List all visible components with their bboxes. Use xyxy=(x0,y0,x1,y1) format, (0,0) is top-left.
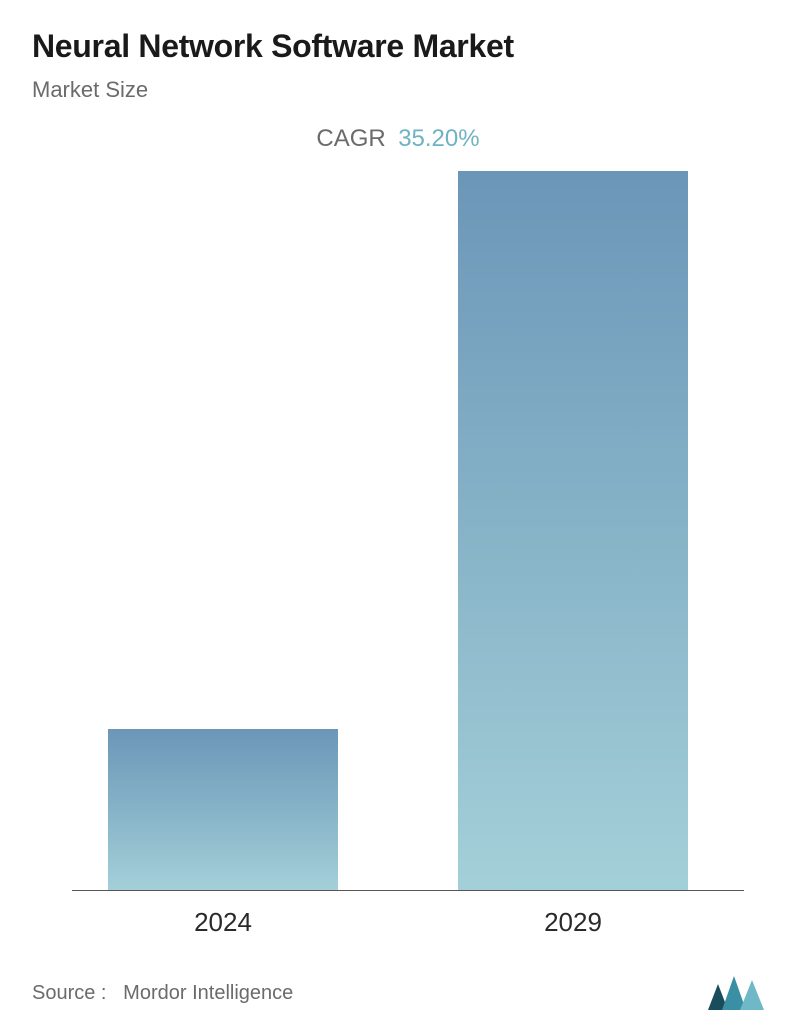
chart-title: Neural Network Software Market xyxy=(32,28,764,65)
cagr-row: CAGR 35.20% xyxy=(32,125,764,153)
x-axis-line xyxy=(72,890,744,891)
year-labels-row: 2024 2029 xyxy=(32,891,764,938)
year-label-1: 2029 xyxy=(458,907,688,938)
chart-subtitle: Market Size xyxy=(32,77,764,103)
bar-2029 xyxy=(458,171,688,891)
cagr-label: CAGR xyxy=(316,125,385,152)
source-attribution: Source : Mordor Intelligence xyxy=(32,982,293,1005)
source-value: Mordor Intelligence xyxy=(123,982,293,1004)
year-label-0: 2024 xyxy=(108,907,338,938)
source-label: Source : xyxy=(32,982,106,1004)
footer: Source : Mordor Intelligence xyxy=(32,976,764,1010)
chart-area xyxy=(32,171,764,891)
mordor-logo-icon xyxy=(708,976,764,1010)
bar-2024 xyxy=(108,729,338,891)
cagr-value: 35.20% xyxy=(398,125,479,152)
